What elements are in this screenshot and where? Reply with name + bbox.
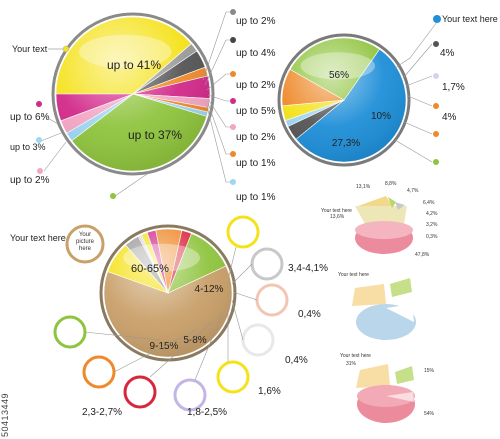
pie-3-rim xyxy=(99,224,237,362)
ring-purple xyxy=(173,378,207,412)
image-id-watermark: 50413449 xyxy=(0,392,10,437)
mini-a-v8: 13,6% xyxy=(330,214,345,220)
pie-1-callout-r4: up to 5% xyxy=(236,106,276,117)
mini-c-v1: 31% xyxy=(346,361,357,367)
picture-badge xyxy=(65,224,105,264)
ring-gray xyxy=(250,247,284,281)
pie-3-callout-5: 1,8-2,5% xyxy=(187,407,227,418)
pie-1-callout-r5: up to 2% xyxy=(236,132,276,143)
pie-chart-1: up to 41% up to 37% xyxy=(51,12,215,176)
pie-3-highlight xyxy=(123,243,200,272)
pie-2-label-4: 10% xyxy=(371,111,391,122)
mini-a-v5: 4,2% xyxy=(426,211,438,217)
pie-1-callout-l3: up to 2% xyxy=(10,175,50,186)
pie-3-callout-3: 0,4% xyxy=(285,355,308,366)
pie-3-callout-6: 2,3-2,7% xyxy=(82,407,122,418)
ring-pink xyxy=(255,283,289,317)
pie-1-title-label: Your text xyxy=(12,44,48,54)
pie-1-left-leaders xyxy=(36,101,151,199)
mini-pie-b: Your text here xyxy=(338,272,416,340)
pie-3-badge-label: Your picture here xyxy=(76,232,95,252)
mini-c-label: Your text here xyxy=(340,353,371,359)
pie-1-callout-r7: up to 1% xyxy=(236,192,276,203)
pie-1-gloss xyxy=(56,17,210,171)
pie-chart-2: 56% 10% 27,3% xyxy=(277,33,411,167)
pie-2-title-label: Your text here xyxy=(442,14,498,24)
pie-1-left-callouts: up to 6% up to 3% up to 2% xyxy=(10,112,50,186)
pie-1-label-0: up to 41% xyxy=(107,58,161,72)
pie-2-label-0: 56% xyxy=(329,70,349,81)
pie-1-right-leaders xyxy=(202,11,231,183)
pie-2-callout-2: 1,7% xyxy=(442,82,465,93)
pie-3-label-7: 5-8% xyxy=(183,335,206,346)
ring-lightblue xyxy=(241,323,275,357)
mini-a-v9: 47,8% xyxy=(415,252,430,258)
pie-2-callout-1: 4% xyxy=(440,48,455,59)
pie-2-label-5: 27,3% xyxy=(332,138,360,149)
pie-1-label-8: up to 37% xyxy=(128,128,182,142)
pie-2-highlight xyxy=(300,52,375,80)
pie-1-callout-r2: up to 4% xyxy=(236,48,276,59)
pie-1-callout-r1: up to 2% xyxy=(236,16,276,27)
mini-a-label: Your text here xyxy=(321,208,352,214)
pie-1-right-dots xyxy=(230,9,236,185)
pie-3-gloss xyxy=(104,229,232,357)
mini-a-v6: 3,2% xyxy=(426,222,438,228)
pie-2-gloss xyxy=(282,38,406,162)
mini-a-v2: 8,8% xyxy=(385,181,397,187)
pie-3-callout-1: 3,4-4,1% xyxy=(288,263,328,274)
ring-yellow-2 xyxy=(216,360,250,394)
pie-1-highlight xyxy=(79,34,172,69)
pie-1-callout-l1: up to 6% xyxy=(10,112,50,123)
pie-1-rim xyxy=(51,12,215,176)
ring-green xyxy=(53,315,87,349)
mini-b-label: Your text here xyxy=(338,272,369,278)
mini-a-v1: 13,1% xyxy=(356,184,371,190)
mini-a-v4: 6,4% xyxy=(423,200,435,206)
pie-1-callout-l2: up to 3% xyxy=(10,142,46,152)
mini-a-v7: 0,3% xyxy=(426,234,438,240)
mini-a-v3: 4,7% xyxy=(407,188,419,194)
pie-3-callout-2: 0,4% xyxy=(298,309,321,320)
mini-c-v2: 15% xyxy=(424,368,435,374)
pie-1-callouts: Your text up to 2% up to 4% up to 2% up … xyxy=(10,9,276,203)
ring-red xyxy=(123,375,157,409)
pie-3-callout-4: 1,6% xyxy=(258,386,281,397)
mini-pie-c: Your text here 31% 15% 54% xyxy=(340,353,435,423)
ring-yellow xyxy=(226,215,260,249)
pie-chart-3: 60-65%4-12%5-8%9-15% xyxy=(99,224,237,362)
pie-3-callouts: Your text here Your picture here 3,4-4,1% … xyxy=(10,215,328,418)
pie-3-title-label: Your text here xyxy=(10,233,66,243)
mini-pie-a: Your text here 13,1% 8,8% 4,7% 6,4% 4,2%… xyxy=(321,181,438,258)
mini-pies: Your text here 13,1% 8,8% 4,7% 6,4% 4,2%… xyxy=(321,181,438,423)
pie-1-right-callouts: up to 2% up to 4% up to 2% up to 5% up t… xyxy=(236,16,276,203)
ring-orange xyxy=(82,355,116,389)
pie-2-callout-3: 4% xyxy=(442,112,457,123)
mini-c-v3: 54% xyxy=(424,411,435,417)
pie-1-callout-r6: up to 1% xyxy=(236,158,276,169)
pie-1-callout-r3: up to 2% xyxy=(236,80,276,91)
pie-2-rim xyxy=(277,33,411,167)
pie-3-label-1: 4-12% xyxy=(195,284,224,295)
pie-2-callouts: Your text here 4% 1,7% 4% xyxy=(394,14,498,165)
pie-3-leaders xyxy=(84,246,258,381)
pie-3-label-0: 60-65% xyxy=(131,263,169,275)
